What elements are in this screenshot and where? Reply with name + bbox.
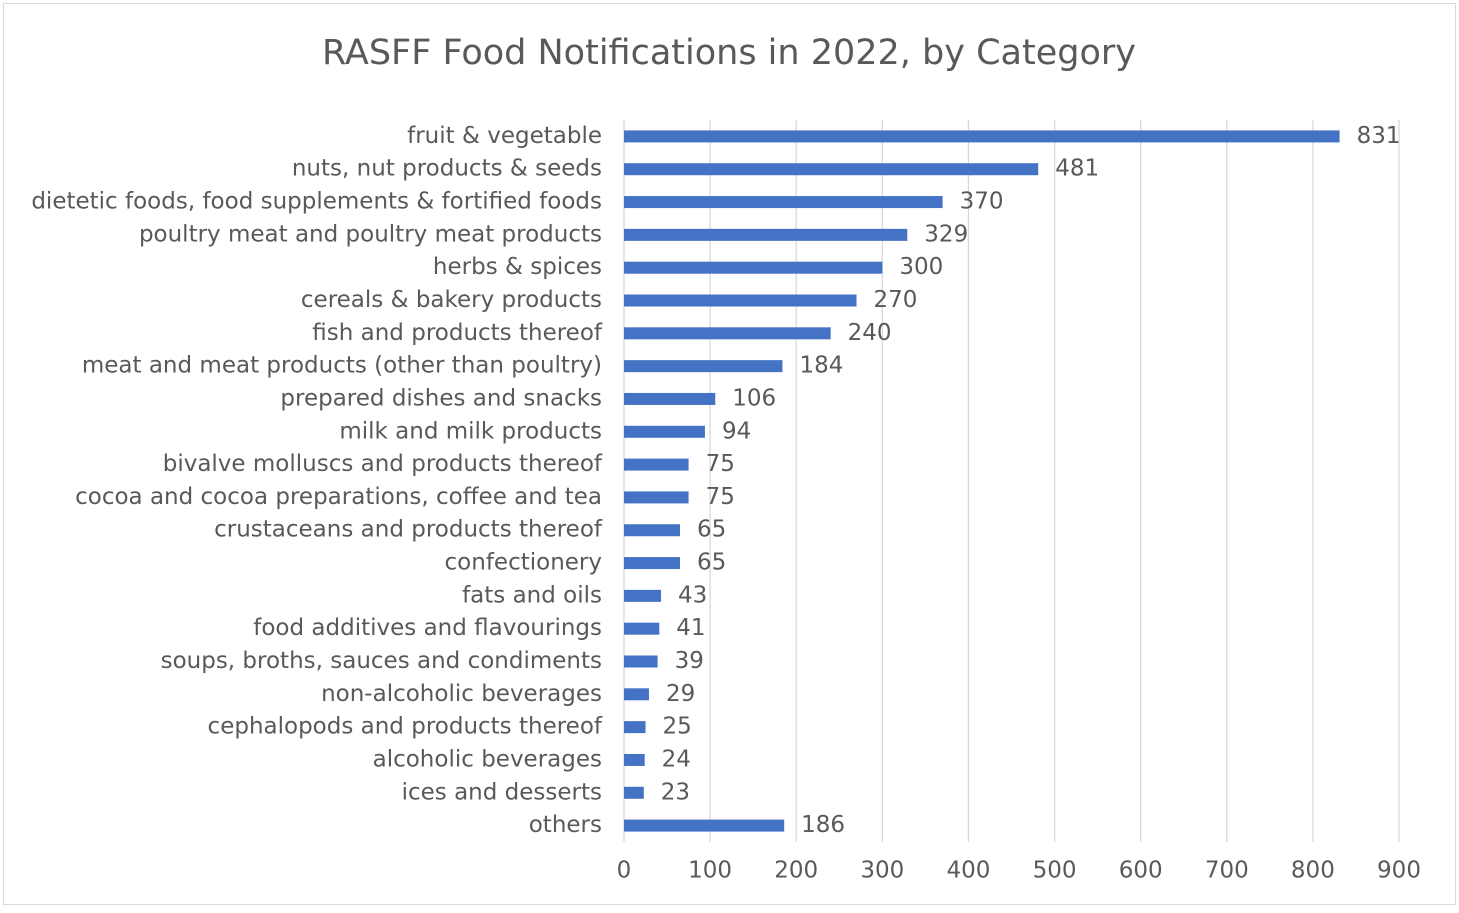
bar xyxy=(624,622,660,635)
y-tick-label: milk and milk products xyxy=(339,418,602,444)
data-label: 43 xyxy=(678,582,707,608)
y-tick-label: confectionery xyxy=(445,550,602,576)
bar xyxy=(624,392,716,405)
y-tick-label: cocoa and cocoa preparations, coffee and… xyxy=(75,484,602,510)
bar xyxy=(624,491,689,504)
bar xyxy=(624,819,785,832)
y-tick-label: alcoholic beverages xyxy=(373,746,602,772)
y-tick-label: bivalve molluscs and products thereof xyxy=(163,451,603,477)
bar xyxy=(624,196,943,209)
bar xyxy=(624,655,658,668)
chart-title: RASFF Food Notifications in 2022, by Cat… xyxy=(322,33,1136,73)
x-tick-label: 500 xyxy=(1033,858,1077,884)
x-tick-label: 800 xyxy=(1291,858,1335,884)
bar xyxy=(624,557,680,570)
data-label: 370 xyxy=(960,189,1004,215)
bar xyxy=(624,688,649,701)
x-tick-label: 300 xyxy=(860,858,904,884)
y-tick-label: cephalopods and products thereof xyxy=(208,714,603,740)
y-tick-label: meat and meat products (other than poult… xyxy=(82,353,602,379)
bar xyxy=(624,786,644,799)
bar xyxy=(624,360,783,373)
y-tick-label: dietetic foods, food supplements & forti… xyxy=(31,189,602,215)
chart-border xyxy=(3,3,1456,905)
y-tick-label: crustaceans and products thereof xyxy=(214,517,603,543)
data-label: 75 xyxy=(706,484,735,510)
data-label: 29 xyxy=(666,681,695,707)
y-tick-label: fish and products thereof xyxy=(312,320,603,346)
x-tick-label: 100 xyxy=(688,858,732,884)
x-tick-label: 600 xyxy=(1119,858,1163,884)
bar xyxy=(624,327,831,340)
bar xyxy=(624,228,908,241)
x-tick-label: 900 xyxy=(1377,858,1421,884)
data-label: 94 xyxy=(722,418,751,444)
data-label: 65 xyxy=(697,550,726,576)
data-label: 25 xyxy=(663,714,692,740)
data-label: 106 xyxy=(732,385,776,411)
y-tick-label: soups, broths, sauces and condiments xyxy=(161,648,602,674)
x-tick-label: 400 xyxy=(946,858,990,884)
bar xyxy=(624,458,689,471)
bar xyxy=(624,425,705,438)
y-tick-label: prepared dishes and snacks xyxy=(280,385,602,411)
y-tick-label: fats and oils xyxy=(462,582,602,608)
y-tick-label: poultry meat and poultry meat products xyxy=(139,221,602,247)
data-label: 481 xyxy=(1055,156,1099,182)
bar xyxy=(624,163,1039,176)
data-label: 24 xyxy=(662,746,691,772)
data-label: 270 xyxy=(874,287,918,313)
x-tick-label: 0 xyxy=(617,858,632,884)
y-tick-label: fruit & vegetable xyxy=(407,123,602,149)
bar xyxy=(624,130,1340,143)
data-label: 240 xyxy=(848,320,892,346)
bar xyxy=(624,294,857,307)
y-tick-label: non-alcoholic beverages xyxy=(321,681,602,707)
data-label: 39 xyxy=(675,648,704,674)
bar xyxy=(624,753,645,766)
y-tick-label: nuts, nut products & seeds xyxy=(292,156,602,182)
y-tick-label: herbs & spices xyxy=(433,254,602,280)
data-label: 184 xyxy=(799,353,843,379)
y-tick-label: food additives and flavourings xyxy=(253,615,602,641)
y-tick-label: others xyxy=(529,812,602,838)
data-label: 831 xyxy=(1357,123,1401,149)
bar xyxy=(624,589,662,602)
x-tick-label: 700 xyxy=(1205,858,1249,884)
y-tick-label: cereals & bakery products xyxy=(301,287,602,313)
data-label: 300 xyxy=(899,254,943,280)
data-label: 65 xyxy=(697,517,726,543)
data-label: 329 xyxy=(924,221,968,247)
y-tick-label: ices and desserts xyxy=(402,779,602,805)
data-label: 186 xyxy=(801,812,845,838)
data-label: 41 xyxy=(676,615,705,641)
bar xyxy=(624,261,883,274)
bar xyxy=(624,721,646,734)
x-tick-label: 200 xyxy=(774,858,818,884)
bar xyxy=(624,524,680,537)
data-label: 23 xyxy=(661,779,690,805)
data-label: 75 xyxy=(706,451,735,477)
